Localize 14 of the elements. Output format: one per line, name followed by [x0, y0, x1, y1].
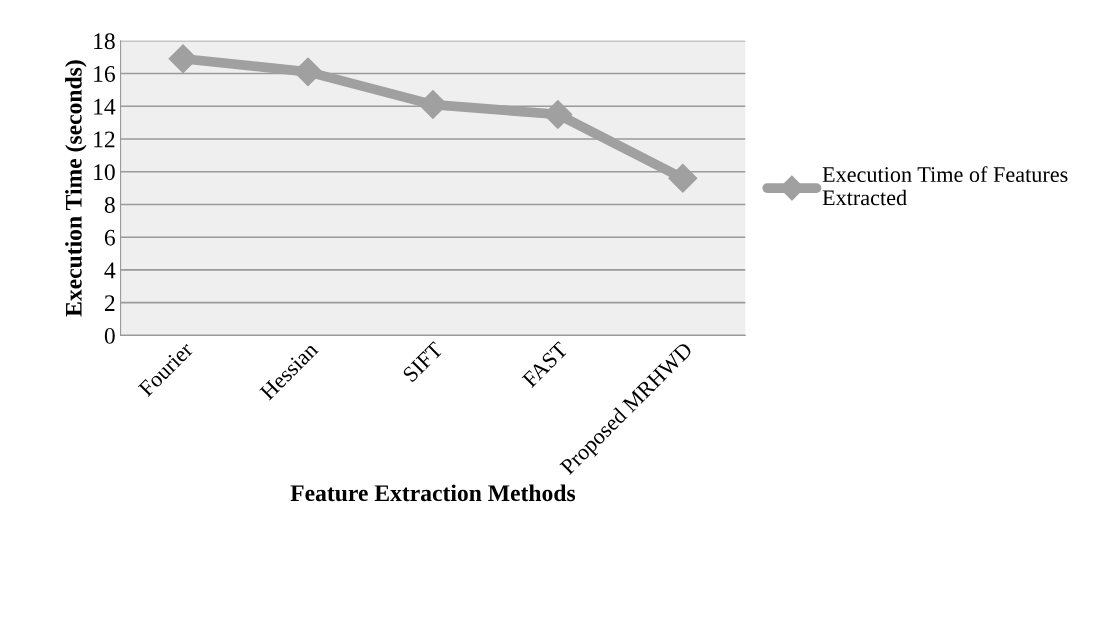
y-axis-title: Execution Time (seconds) — [65, 60, 87, 317]
y-tick-label: 2 — [104, 295, 115, 311]
point — [668, 163, 698, 193]
legend-label: Execution Time of Features Extracted — [822, 166, 1068, 206]
y-tick-label: 16 — [94, 66, 115, 82]
y-tick-label: 18 — [94, 33, 115, 50]
y-tick-label: 4 — [104, 262, 116, 279]
y-tick-label: 12 — [94, 131, 115, 148]
y-tick-label: 8 — [104, 196, 115, 213]
y-tick-label: 14 — [94, 98, 116, 115]
y-tick-label: 10 — [94, 164, 115, 181]
x-axis-title: Feature Extraction Methods — [290, 484, 576, 502]
y-tick-label: 0 — [104, 327, 115, 344]
y-tick-label: 6 — [104, 229, 115, 246]
